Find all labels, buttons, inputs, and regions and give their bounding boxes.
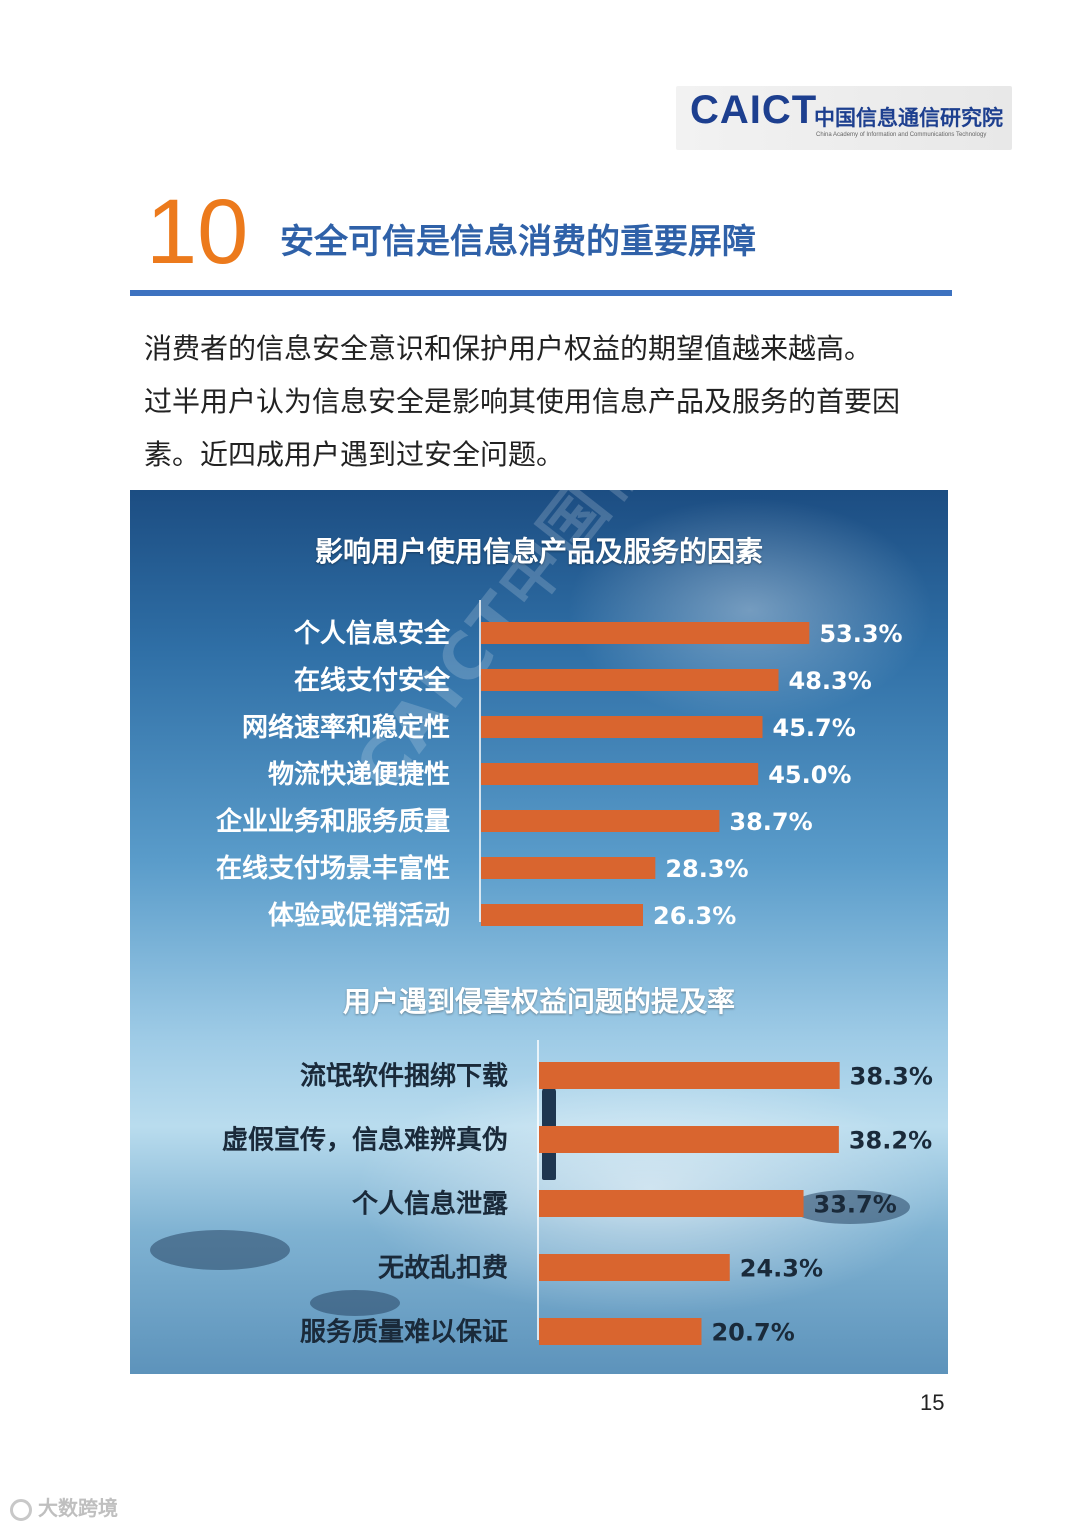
category-label: 体验或促销活动	[268, 900, 450, 931]
source-watermark-text: 大数跨境	[38, 1496, 118, 1520]
section-divider	[130, 290, 952, 296]
category-label: 个人信息泄露	[352, 1189, 509, 1220]
category-label: 个人信息安全	[294, 618, 451, 649]
value-label: 26.3%	[653, 902, 736, 930]
category-label: 流氓软件捆绑下载	[300, 1062, 508, 1092]
value-label: 28.3%	[665, 855, 748, 883]
chart-bar	[481, 810, 720, 832]
background-rock	[310, 1290, 400, 1316]
logo-chinese-name: 中国信息通信研究院	[814, 106, 1003, 130]
value-label: 20.7%	[711, 1319, 794, 1347]
intro-line: 过半用户认为信息安全是影响其使用信息产品及服务的首要因	[144, 385, 901, 418]
logo-caict-text: CAICT	[690, 88, 818, 132]
logo-english-name: China Academy of Information and Communi…	[816, 132, 987, 138]
caict-logo: CAICT 中国信息通信研究院 China Academy of Informa…	[676, 86, 1012, 150]
value-label: 38.3%	[850, 1063, 933, 1091]
source-logo-icon	[10, 1498, 32, 1521]
category-label: 无故乱扣费	[378, 1254, 508, 1284]
category-label: 企业业务和服务质量	[216, 806, 450, 837]
chart-bar	[539, 1190, 804, 1217]
chart-bar	[539, 1318, 702, 1345]
section-number: 10	[146, 181, 249, 283]
category-label: 虚假宣传，信息难辨真伪	[222, 1125, 508, 1156]
chart-bar	[481, 669, 779, 691]
background-rock	[150, 1230, 290, 1270]
background-rock	[790, 1190, 910, 1224]
chart-bar	[481, 716, 763, 738]
value-label: 45.0%	[768, 761, 851, 789]
category-label: 物流快递便捷性	[268, 759, 450, 790]
bar-charts: 个人信息安全 53.3% 在线支付安全 48.3% 网络速率和稳定性 45.7% 物流快递便…	[216, 600, 933, 1348]
intro-line: 消费者的信息安全意识和保护用户权益的期望值越来越高。	[144, 332, 873, 365]
chart-bar	[539, 1062, 840, 1089]
chart-title-infringement: 用户遇到侵害权益问题的提及率	[342, 985, 735, 1018]
intro-paragraph: 消费者的信息安全意识和保护用户权益的期望值越来越高。 过半用户认为信息安全是影响…	[144, 322, 944, 481]
chart-bar	[481, 904, 644, 926]
value-label: 24.3%	[740, 1255, 823, 1283]
chart-bar	[481, 763, 759, 785]
source-watermark: 大数跨境	[10, 1492, 118, 1521]
category-label: 服务质量难以保证	[300, 1318, 508, 1348]
value-label: 48.3%	[789, 667, 872, 695]
chart-bar	[539, 1254, 730, 1281]
chart-bar	[481, 857, 656, 879]
value-label: 38.2%	[849, 1127, 932, 1155]
page-number: 15	[920, 1390, 945, 1415]
chart-panel: CAICT中国信通院 影响用户使用信息产品及服务的因素 用户遇到侵害权益问题的提…	[130, 490, 948, 1374]
chart-title-factors: 影响用户使用信息产品及服务的因素	[314, 535, 763, 568]
intro-line: 素。近四成用户遇到过安全问题。	[144, 438, 565, 471]
section-title: 安全可信是信息消费的重要屏障	[280, 222, 756, 262]
value-label: 45.7%	[773, 714, 856, 742]
value-label: 33.7%	[814, 1191, 897, 1219]
category-label: 在线支付场景丰富性	[216, 853, 450, 884]
value-label: 38.7%	[729, 808, 812, 836]
value-label: 53.3%	[819, 620, 902, 648]
category-label: 在线支付安全	[294, 665, 451, 696]
category-label: 网络速率和稳定性	[242, 712, 450, 743]
chart-bar	[481, 622, 810, 644]
chart-bar	[539, 1126, 839, 1153]
